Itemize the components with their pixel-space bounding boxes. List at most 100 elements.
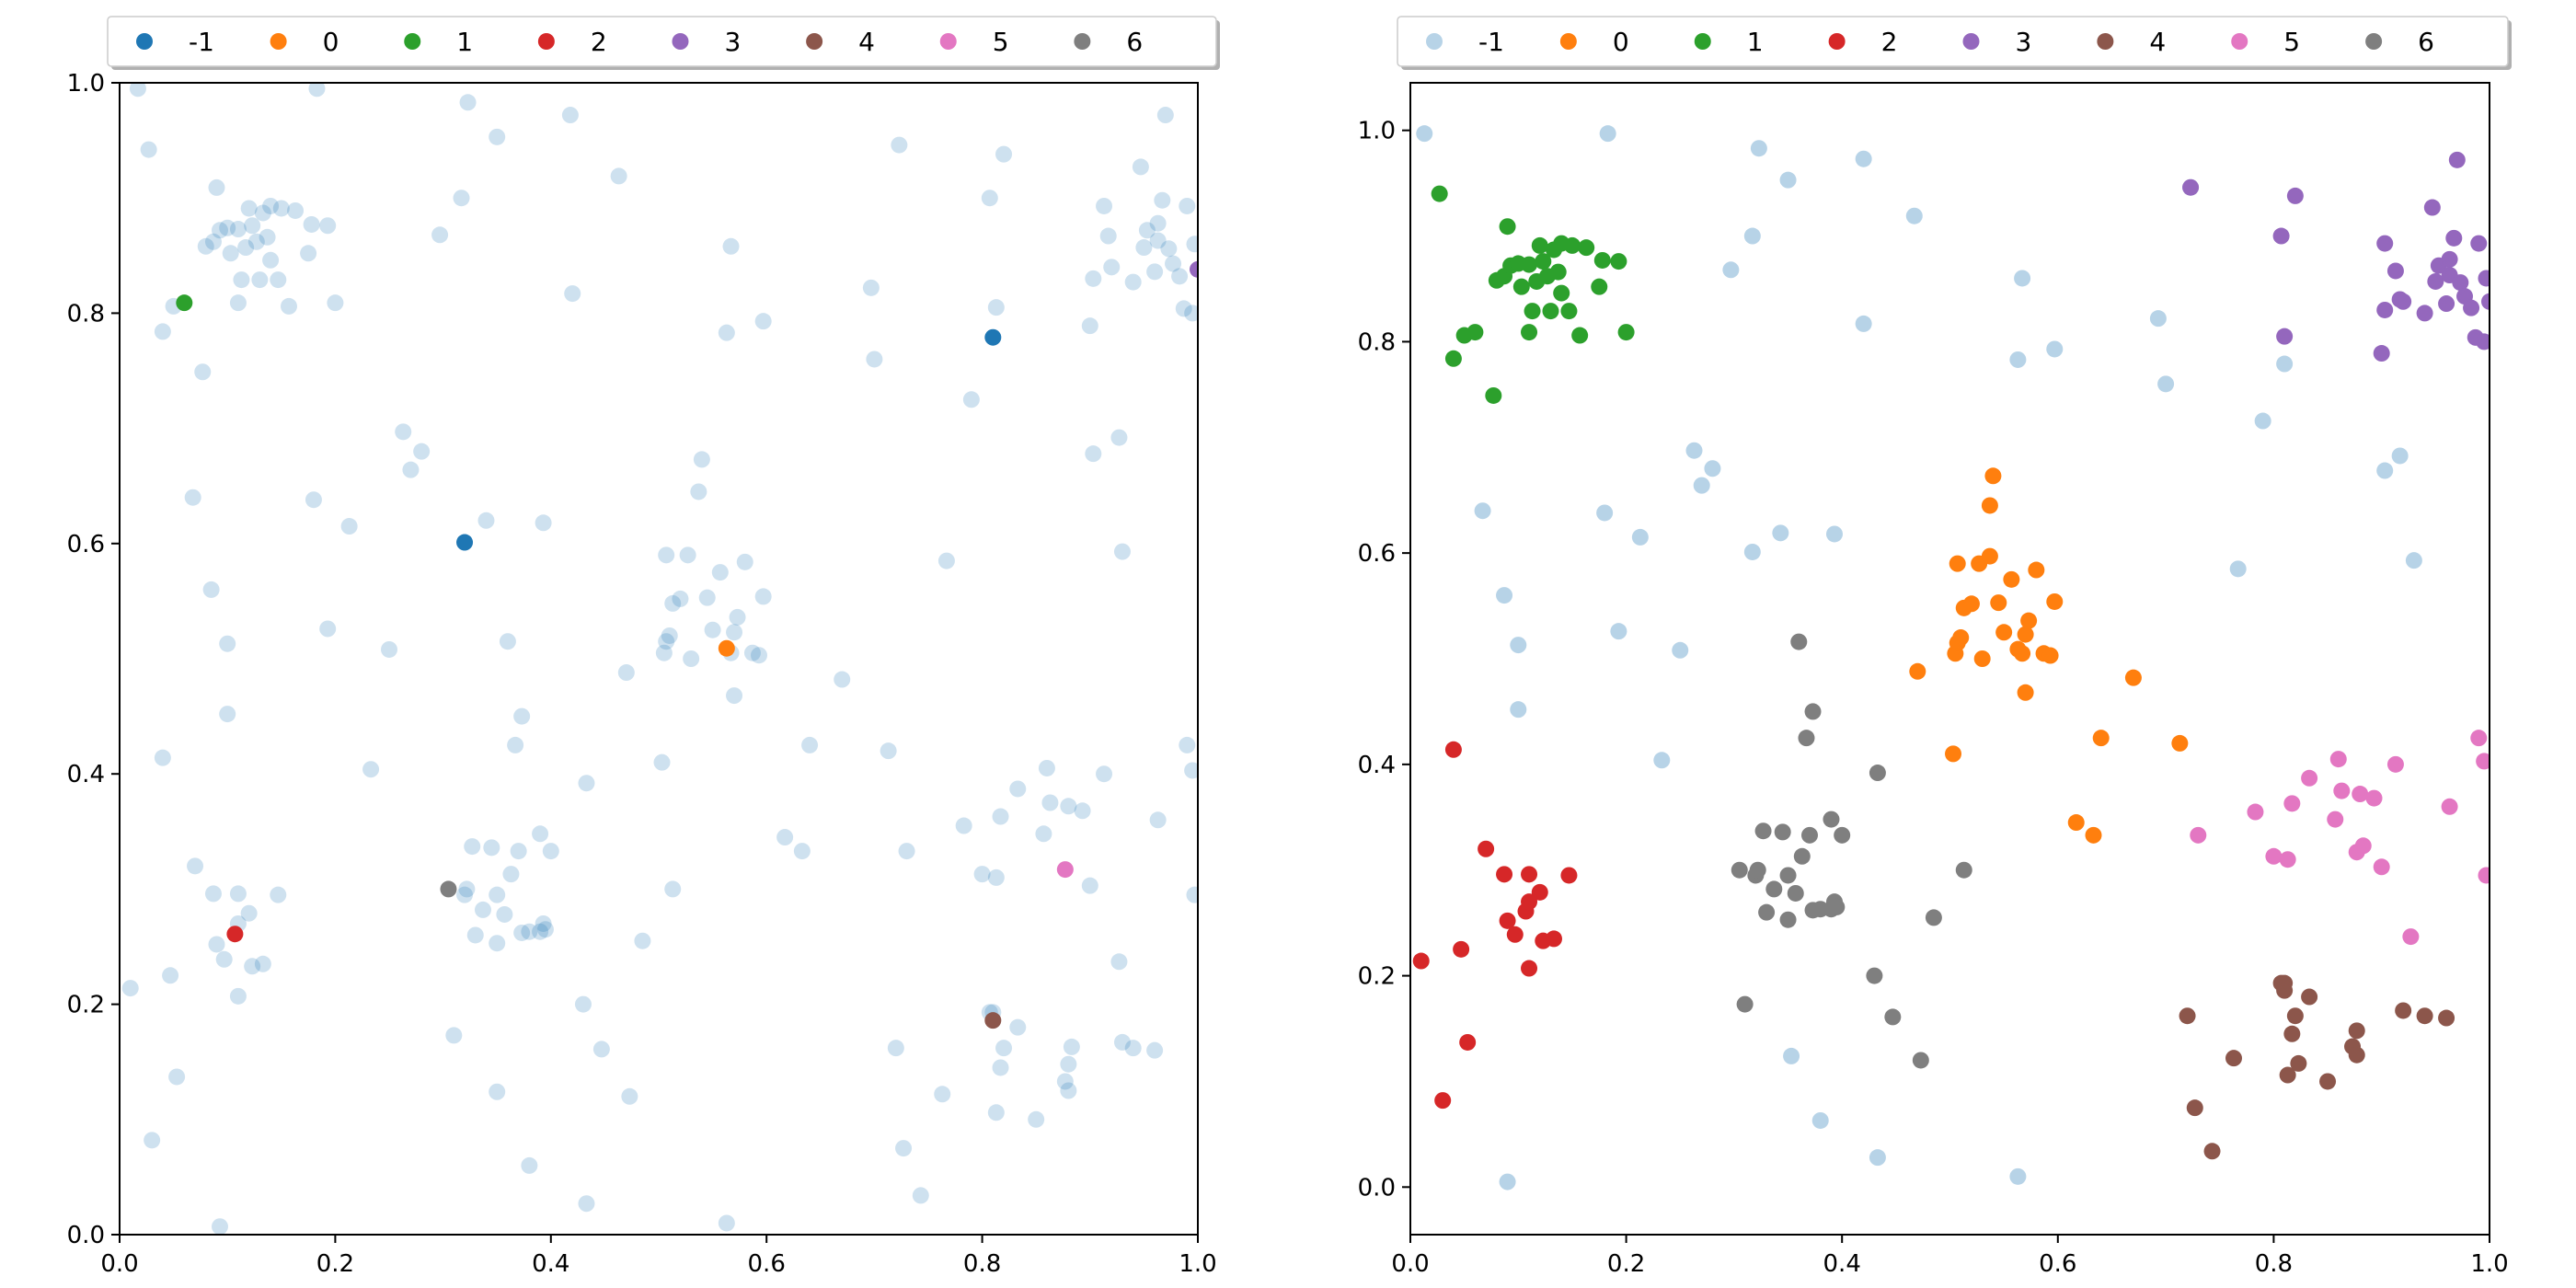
cluster-6-point: [1801, 826, 1819, 844]
noise-point: [202, 581, 220, 598]
noise-point: [305, 491, 322, 509]
cluster-0-point: [2046, 592, 2064, 610]
cluster--1-point: [1610, 623, 1627, 640]
scatter-points: [121, 83, 1198, 1235]
cluster-1-point: [1524, 303, 1541, 320]
cluster-0-point: [2041, 647, 2059, 664]
cluster--1-point: [2391, 447, 2409, 465]
cluster-1-point: [1431, 185, 1448, 202]
noise-point: [381, 640, 397, 658]
cluster-5-point: [2265, 847, 2283, 865]
legend-label-2: 2: [1881, 27, 1898, 57]
cluster-2-point: [1521, 960, 1538, 977]
cluster-2-point: [1521, 866, 1538, 883]
cluster--1-point: [1722, 261, 1740, 279]
noise-point: [1041, 794, 1059, 811]
cluster-1-point: [1593, 251, 1611, 269]
noise-point: [634, 932, 651, 949]
noise-point: [1132, 158, 1149, 176]
legend-marker-3: [672, 33, 689, 50]
noise-point: [1081, 877, 1098, 894]
noise-point: [750, 647, 767, 664]
y-tick-label: 0.6: [1358, 540, 1396, 568]
noise-point: [895, 1140, 913, 1157]
axes-frame: [1409, 82, 2490, 1236]
noise-point: [340, 518, 358, 535]
noise-point: [1175, 300, 1192, 317]
y-tick-label: 1.0: [67, 70, 105, 98]
noise-point: [1186, 236, 1198, 253]
y-tick-label: 0.8: [67, 300, 105, 328]
cluster-0-point: [1949, 555, 1966, 572]
cluster--1-point: [1743, 227, 1761, 245]
cluster-4-point: [2279, 1066, 2296, 1084]
noise-point: [259, 228, 276, 246]
noise-point: [776, 829, 794, 846]
y-tick-label: 0.8: [1358, 328, 1396, 356]
cluster-3-point: [2386, 262, 2404, 280]
noise-point: [204, 885, 222, 903]
cluster-1-point: [1499, 218, 1516, 236]
noise-point: [1138, 222, 1156, 239]
noise-point: [281, 297, 298, 315]
x-tick-label: 0.6: [748, 1250, 786, 1278]
cluster-3-point: [1190, 260, 1198, 278]
noise-point: [866, 351, 883, 368]
noise-point: [402, 461, 420, 478]
cluster-1-point: [1535, 253, 1552, 270]
cluster--1-point: [984, 328, 1002, 346]
cluster-6-point: [440, 880, 457, 898]
noise-point: [578, 1195, 595, 1213]
cluster-6-point: [1749, 861, 1766, 879]
cluster-2-point: [1478, 840, 1495, 857]
legend-label-6: 6: [1126, 27, 1143, 57]
cluster-6-point: [1779, 911, 1797, 928]
cluster-0-point: [2028, 561, 2045, 579]
noise-point: [743, 644, 761, 661]
cluster-3-point: [2481, 293, 2490, 310]
cluster--1-point: [1772, 524, 1789, 542]
cluster-1-point: [1617, 324, 1635, 341]
noise-point: [955, 817, 972, 834]
noise-point: [736, 553, 753, 570]
noise-point: [1028, 1110, 1045, 1128]
cluster-3-point: [2476, 333, 2490, 351]
cluster-4-point: [2203, 1143, 2221, 1160]
cluster-6-point: [1765, 880, 1783, 898]
noise-point: [521, 1156, 538, 1174]
noise-point: [987, 1104, 1005, 1121]
cluster-5-point: [2478, 867, 2490, 884]
cluster-0-point: [1945, 745, 1962, 763]
legend-marker-6: [1074, 33, 1091, 50]
noise-point: [251, 271, 269, 289]
cluster--1-point: [1599, 125, 1616, 143]
noise-point: [1056, 1073, 1074, 1090]
noise-point: [704, 621, 721, 638]
noise-point: [521, 923, 538, 940]
cluster--1-point: [2014, 270, 2031, 287]
cluster-3-point: [2463, 299, 2480, 316]
noise-point: [1149, 214, 1167, 232]
cluster-6-point: [1869, 765, 1886, 782]
legend-label-1: 1: [456, 27, 473, 57]
x-tick-label: 0.4: [1823, 1250, 1861, 1278]
noise-point: [453, 190, 470, 207]
cluster-1-point: [1521, 324, 1538, 341]
right-scatter-panel: 0.0 0.2 0.4 0.6 0.8 1.0 0.0 0.2 0.4 0.6 0.8 1.0 -1 0 1…: [1358, 16, 2512, 1278]
legend-marker--1: [1426, 33, 1443, 50]
noise-point: [1135, 239, 1153, 257]
legend-label--1: -1: [189, 27, 214, 57]
noise-point: [219, 219, 236, 236]
noise-point: [1060, 798, 1077, 815]
cluster-4-point: [984, 1012, 1002, 1029]
cluster-2-point: [1496, 866, 1513, 883]
cluster-5-point: [2247, 803, 2264, 821]
legend-marker-2: [537, 33, 555, 50]
noise-point: [483, 839, 500, 857]
cluster-1-point: [1571, 327, 1589, 344]
cluster-2-point: [1506, 926, 1524, 943]
x-tick-label: 0.2: [316, 1250, 354, 1278]
cluster-1-point: [1521, 256, 1538, 273]
